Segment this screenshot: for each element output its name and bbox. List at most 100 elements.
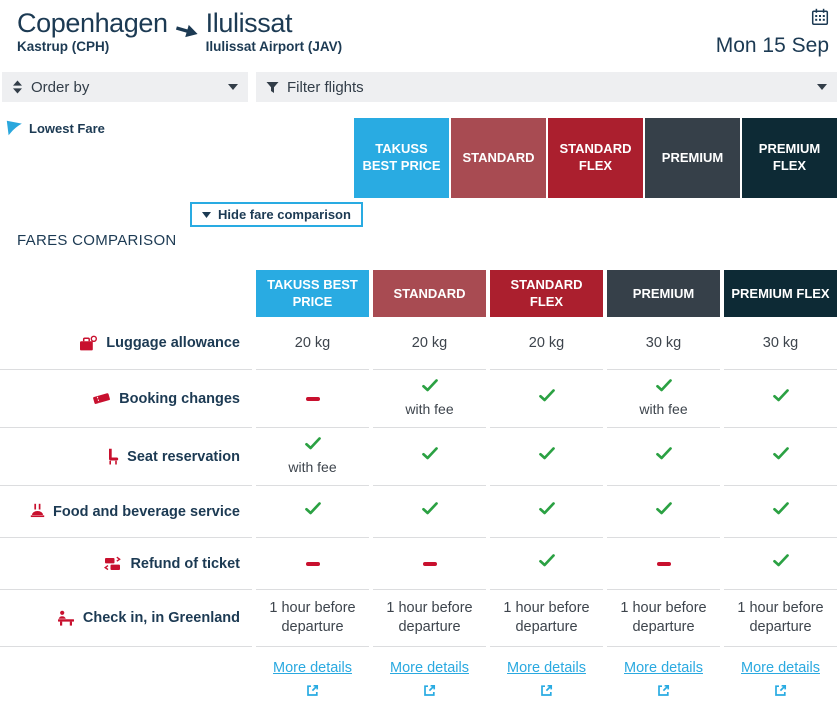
value-booking-changes-1 [256, 369, 369, 427]
refund-icon [103, 556, 122, 572]
more-details-cell-standard: More details [373, 645, 486, 707]
more-details-cell-premium: More details [607, 645, 720, 707]
value-food-and-beverage-service-3 [490, 485, 603, 537]
value-food-and-beverage-service-1 [256, 485, 369, 537]
value-text: 30 kg [762, 334, 799, 351]
more-details-cell-premium-flex: More details [724, 645, 837, 707]
food-icon [30, 503, 45, 520]
filter-flights-label: Filter flights [287, 78, 364, 96]
fare-option-label: STANDARD FLEX [559, 141, 632, 174]
more-details-link[interactable]: More details [273, 659, 352, 676]
external-link-icon[interactable] [305, 683, 320, 698]
check-in-desk-icon [57, 610, 75, 626]
row-label-seat-reservation: Seat reservation [0, 427, 252, 485]
check-icon [304, 502, 321, 521]
fare-option-takuss-best-price[interactable]: TAKUSS BEST PRICE [354, 118, 449, 199]
value-food-and-beverage-service-4 [607, 485, 720, 537]
value-food-and-beverage-service-5 [724, 485, 837, 537]
origin-block: Copenhagen Kastrup (CPH) [17, 8, 168, 54]
external-link-icon[interactable] [773, 683, 788, 698]
value-luggage-allowance-3: 20 kg [490, 317, 603, 369]
lowest-fare-badge: Lowest Fare [6, 120, 105, 136]
fee-note: with fee [405, 401, 454, 418]
minus-icon [656, 561, 671, 566]
check-icon [772, 554, 789, 573]
lowest-fare-flag-icon [6, 120, 23, 136]
value-luggage-allowance-4: 30 kg [607, 317, 720, 369]
value-text: 1 hour before departure [620, 600, 707, 636]
check-icon [655, 379, 672, 398]
check-icon [772, 502, 789, 521]
value-check-in-in-greenland-2: 1 hour before departure [373, 589, 486, 646]
value-seat-reservation-4 [607, 427, 720, 485]
filter-flights-dropdown[interactable]: Filter flights [256, 72, 837, 103]
value-text: 1 hour before departure [737, 600, 824, 636]
check-icon [655, 502, 672, 521]
more-details-link[interactable]: More details [624, 659, 703, 676]
value-seat-reservation-3 [490, 427, 603, 485]
fare-column-header-standard: STANDARD [373, 270, 486, 318]
fare-column-header-label: TAKUSS BEST PRICE [267, 277, 358, 309]
flight-result-band: Lowest Fare TAKUSS BEST PRICE STANDARD STA… [0, 118, 840, 228]
route-arrow-icon [174, 22, 200, 45]
more-details-link[interactable]: More details [741, 659, 820, 676]
date-block[interactable]: Mon 15 Sep [716, 8, 834, 58]
row-label-empty [0, 645, 252, 707]
more-details-link[interactable]: More details [507, 659, 586, 676]
value-check-in-in-greenland-1: 1 hour before departure [256, 589, 369, 646]
external-link-icon[interactable] [656, 683, 671, 698]
fare-column-header-label: PREMIUM [632, 285, 695, 301]
value-text: 20 kg [411, 334, 448, 351]
check-icon [421, 447, 438, 466]
fare-option-premium[interactable]: PREMIUM [645, 118, 740, 199]
check-icon [538, 447, 555, 466]
fare-option-premium-flex[interactable]: PREMIUM FLEX [742, 118, 837, 199]
lowest-fare-label: Lowest Fare [29, 120, 105, 136]
fare-column-header-label: STANDARD FLEX [510, 277, 583, 309]
chevron-down-icon [202, 211, 211, 218]
row-label-text: Booking changes [119, 390, 240, 407]
sort-icon [12, 80, 23, 94]
value-text: 1 hour before departure [503, 600, 590, 636]
check-icon [772, 389, 789, 408]
check-icon [538, 389, 555, 408]
value-refund-of-ticket-4 [607, 537, 720, 589]
fare-column-header-takuss-best-price: TAKUSS BEST PRICE [256, 270, 369, 318]
value-text: 30 kg [645, 334, 682, 351]
fare-option-standard-flex[interactable]: STANDARD FLEX [548, 118, 643, 199]
external-link-icon[interactable] [539, 683, 554, 698]
value-text: 1 hour before departure [269, 600, 356, 636]
value-luggage-allowance-5: 30 kg [724, 317, 837, 369]
value-booking-changes-3 [490, 369, 603, 427]
more-details-link[interactable]: More details [390, 659, 469, 676]
row-label-luggage-allowance: Luggage allowance [0, 317, 252, 369]
minus-icon [305, 396, 320, 401]
fare-column-header-label: STANDARD [393, 285, 466, 301]
hide-fare-comparison-label: Hide fare comparison [218, 207, 351, 223]
order-by-dropdown[interactable]: Order by [2, 72, 248, 103]
value-text: 20 kg [294, 334, 331, 351]
fare-column-header-label: PREMIUM FLEX [731, 285, 830, 301]
origin-city: Copenhagen [17, 8, 168, 38]
table-header-spacer [0, 270, 252, 317]
check-icon [421, 502, 438, 521]
fares-comparison-title: FARES COMPARISON [17, 232, 177, 250]
hide-fare-comparison-button[interactable]: Hide fare comparison [190, 202, 363, 228]
external-link-icon[interactable] [422, 683, 437, 698]
check-icon [538, 502, 555, 521]
fare-option-standard[interactable]: STANDARD [451, 118, 546, 199]
value-text: 1 hour before departure [386, 600, 473, 636]
row-label-text: Refund of ticket [130, 555, 240, 572]
route: Copenhagen Kastrup (CPH) Ilulissat Iluli… [17, 8, 342, 54]
row-label-text: Luggage allowance [106, 335, 240, 352]
fare-option-label: PREMIUM [661, 149, 724, 165]
check-icon [538, 554, 555, 573]
destination-airport: Ilulissat Airport (JAV) [205, 39, 343, 55]
more-details-cell-takuss-best-price: More details [256, 645, 369, 707]
calendar-icon[interactable] [716, 8, 829, 31]
value-booking-changes-5 [724, 369, 837, 427]
row-label-food-and-beverage-service: Food and beverage service [0, 485, 252, 537]
check-icon [772, 447, 789, 466]
fare-column-header-premium: PREMIUM [607, 270, 720, 318]
ticket-icon [92, 391, 111, 406]
